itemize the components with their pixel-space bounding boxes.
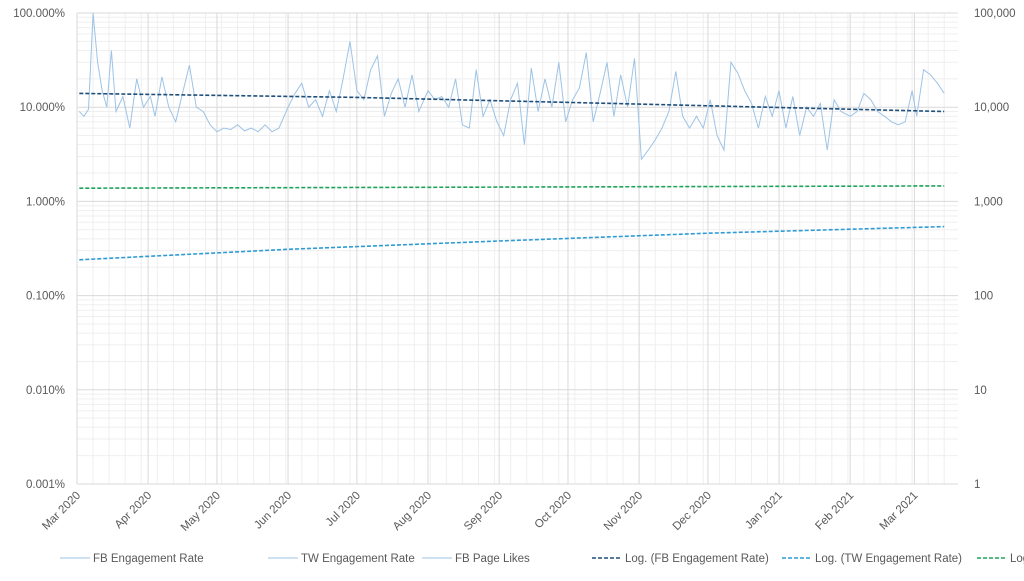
y-axis-tick-label: 0.010% (26, 385, 65, 397)
axis-layer: 100.000% 10.000% 1.000% 0.100% 0.010% 0.001% 1… (13, 8, 1015, 534)
x-axis-tick-label: Sep 2020 (462, 490, 505, 533)
x-axis-tick-label: May 2020 (179, 490, 223, 534)
x-axis-tick-label: Jul 2020 (324, 490, 363, 529)
x-axis-tick-label: Feb 2021 (813, 490, 856, 533)
series-log-tw-engagement-rate (79, 225, 945, 261)
y-axis-tick-label: 0.100% (26, 291, 65, 303)
series-log-fb-engagement-rate (79, 92, 945, 113)
x-axis-tick-label: Jun 2020 (252, 490, 294, 532)
series-fb-engagement-rate (78, 12, 945, 161)
y-axis-tick-label: 1.000% (26, 196, 65, 208)
y-axis-tick-label: 10.000% (20, 102, 65, 114)
y2-axis-tick-label: 10 (974, 385, 987, 397)
x-axis-tick-label: Oct 2020 (533, 490, 574, 531)
y2-axis-tick-label: 1,000 (974, 196, 1003, 208)
y2-axis-tick-label: 100 (974, 291, 993, 303)
y2-axis-tick-label: 100,000 (974, 8, 1016, 20)
series-layer (78, 12, 945, 261)
legend-label: Log. ( FB Page Likes ) (1010, 553, 1024, 565)
x-axis-tick-label: Mar 2021 (878, 490, 921, 533)
x-axis-tick-label: Nov 2020 (602, 490, 645, 533)
legend-label: TW Engagement Rate (301, 553, 415, 565)
x-axis-tick-label: Mar 2020 (40, 490, 83, 533)
x-axis-tick-label: Aug 2020 (391, 490, 434, 533)
grid-layer (76, 12, 958, 485)
y-axis-tick-label: 0.001% (26, 479, 65, 491)
x-axis-tick-label: Jan 2021 (743, 490, 785, 532)
legend: FB Engagement Rate TW Engagement Rate FB P… (60, 553, 1024, 565)
series-log-fb-page-likes (79, 185, 945, 189)
y2-axis-tick-label: 10,000 (974, 102, 1009, 114)
y-axis-tick-label: 100.000% (13, 8, 65, 20)
legend-label: Log. (FB Engagement Rate) (625, 553, 769, 565)
legend-label: Log. (TW Engagement Rate) (815, 553, 962, 565)
legend-label: FB Page Likes (455, 553, 530, 565)
legend-label: FB Engagement Rate (93, 553, 204, 565)
x-axis-tick-label: Dec 2020 (671, 490, 714, 533)
x-axis-tick-label: Apr 2020 (113, 490, 154, 531)
y2-axis-tick-label: 1 (974, 479, 980, 491)
